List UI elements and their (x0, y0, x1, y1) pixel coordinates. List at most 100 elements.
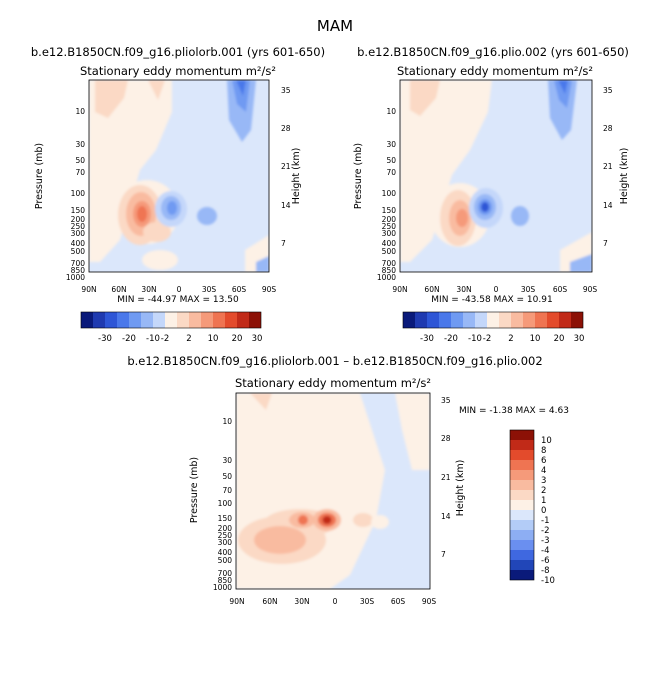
x-tick-label: 60N (424, 285, 439, 294)
colorbar-swatch (237, 312, 249, 328)
panel-2-x-ticks: 90N 60N 30N 0 30S 60S 90S (392, 285, 597, 294)
colorbar-swatch (510, 440, 534, 450)
colorbar-swatch (510, 560, 534, 570)
panel-1-y-ticks: 10 30 50 70 100 150 200 250 300 400 500 … (66, 107, 85, 282)
colorbar-label: -20 (444, 334, 458, 344)
x-tick-label: 90N (392, 285, 407, 294)
colorbar-label: 2 (508, 334, 513, 344)
y-tick-label: 400 (218, 548, 233, 557)
panel-3-ylabel-right: Height (km) (455, 460, 466, 517)
panel-3-subtitle: b.e12.B1850CN.f09_g16.pliolorb.001 – b.e… (127, 354, 542, 368)
colorbar-swatch (510, 540, 534, 550)
y-tick-right-label: 35 (281, 86, 291, 95)
colorbar-swatch (499, 312, 511, 328)
colorbar-label: -2 (483, 334, 491, 344)
x-tick-label: 90S (422, 597, 437, 606)
colorbar-swatch (129, 312, 141, 328)
colorbar-swatch (463, 312, 475, 328)
panel-3-stats: MIN = -1.38 MAX = 4.63 (459, 406, 569, 416)
colorbar-swatch (510, 570, 534, 580)
y-tick-label: 200 (218, 524, 233, 533)
colorbar-swatch (487, 312, 499, 328)
colorbar-label: -3 (541, 536, 549, 546)
panel-1-colorbar: -30 -20 -10 -2 2 10 20 30 (80, 311, 263, 344)
y-tick-label: 700 (382, 259, 397, 268)
colorbar-label: 20 (232, 334, 243, 344)
panel-2-colorbar: -30 -20 -10 -2 2 10 20 30 (402, 311, 585, 344)
colorbar-swatch (510, 490, 534, 500)
colorbar-swatch (81, 312, 93, 328)
colorbar-swatch (547, 312, 559, 328)
y-tick-right-label: 21 (603, 162, 613, 171)
colorbar-label: 10 (530, 334, 541, 344)
y-tick-right-label: 28 (441, 434, 451, 443)
colorbar-label: -30 (420, 334, 434, 344)
y-tick-label: 500 (218, 556, 233, 565)
x-tick-label: 30S (202, 285, 217, 294)
y-tick-label: 150 (218, 514, 233, 523)
colorbar-swatch (415, 312, 427, 328)
colorbar-swatch (451, 312, 463, 328)
panel-3-ylabel: Pressure (mb) (189, 457, 200, 523)
y-tick-right-label: 7 (281, 239, 286, 248)
colorbar-swatch (213, 312, 225, 328)
colorbar-swatch (510, 480, 534, 490)
x-tick-label: 60N (111, 285, 126, 294)
colorbar-label: 0 (541, 506, 546, 516)
y-tick-right-label: 7 (603, 239, 608, 248)
y-tick-label: 700 (71, 259, 86, 268)
colorbar-swatch (523, 312, 535, 328)
y-tick-label: 200 (382, 215, 397, 224)
y-tick-label: 700 (218, 569, 233, 578)
colorbar-label: 30 (252, 334, 263, 344)
y-tick-label: 500 (71, 247, 86, 256)
colorbar-swatch (225, 312, 237, 328)
y-tick-label: 300 (71, 229, 86, 238)
colorbar-swatch (93, 312, 105, 328)
y-tick-label: 300 (382, 229, 397, 238)
colorbar-swatch (510, 510, 534, 520)
colorbar-label: 1 (541, 496, 546, 506)
y-tick-label: 10 (75, 107, 85, 116)
colorbar-label: 30 (574, 334, 585, 344)
colorbar-label: -10 (541, 576, 555, 586)
panel-2-ylabel-right: Height (km) (619, 148, 630, 205)
y-tick-right-label: 28 (281, 124, 291, 133)
colorbar-label: 20 (554, 334, 565, 344)
x-tick-label: 60S (391, 597, 406, 606)
x-tick-label: 30N (141, 285, 156, 294)
colorbar-swatch (510, 460, 534, 470)
colorbar-swatch (249, 312, 261, 328)
colorbar-swatch (439, 312, 451, 328)
colorbar-swatch (201, 312, 213, 328)
colorbar-swatch (153, 312, 165, 328)
colorbar-swatch (511, 312, 523, 328)
colorbar-swatch (510, 500, 534, 510)
x-tick-label: 30N (456, 285, 471, 294)
x-tick-label: 0 (333, 597, 338, 606)
y-tick-label: 70 (386, 168, 396, 177)
x-tick-label: 30S (360, 597, 375, 606)
y-tick-label: 150 (71, 206, 86, 215)
y-tick-label: 100 (218, 499, 233, 508)
y-tick-label: 50 (386, 156, 396, 165)
colorbar-label: 10 (208, 334, 219, 344)
y-tick-label: 850 (218, 576, 233, 585)
colorbar-label: -30 (98, 334, 112, 344)
y-tick-label: 70 (75, 168, 85, 177)
colorbar-swatch (571, 312, 583, 328)
colorbar-swatch (510, 430, 534, 440)
x-tick-label: 60N (262, 597, 277, 606)
panel-1-y-ticks-right: 35 28 21 14 7 (281, 86, 291, 248)
colorbar-swatch (117, 312, 129, 328)
x-tick-label: 90S (262, 285, 277, 294)
panel-1-subtitle: b.e12.B1850CN.f09_g16.pliolorb.001 (yrs … (31, 45, 325, 59)
colorbar-label: 10 (541, 436, 552, 446)
panel-1-field (89, 80, 269, 272)
colorbar-label: -20 (122, 334, 136, 344)
panel-1-stats: MIN = -44.97 MAX = 13.50 (117, 295, 239, 305)
panel-2-field (400, 80, 592, 272)
colorbar-swatch (510, 530, 534, 540)
colorbar-label: -10 (146, 334, 160, 344)
